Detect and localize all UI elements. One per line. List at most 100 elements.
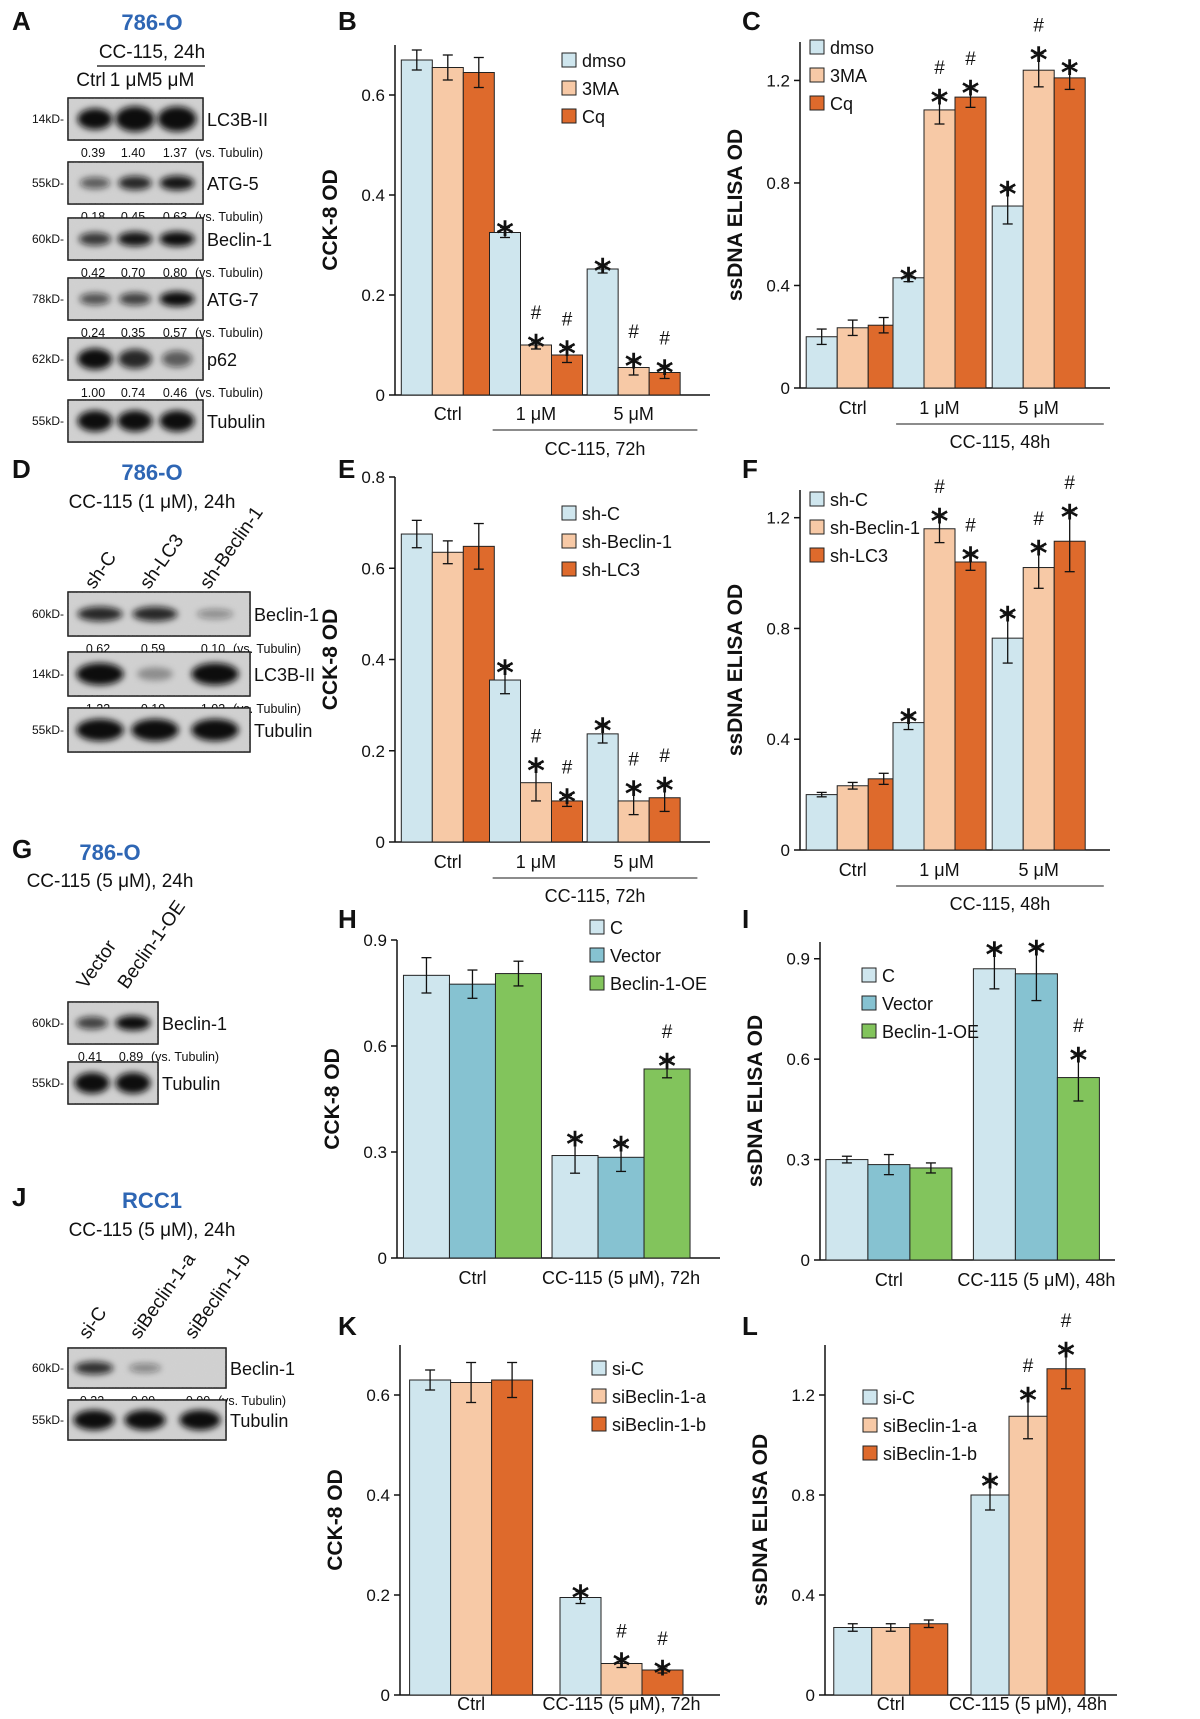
- lane-label: Vector: [73, 936, 121, 993]
- bar: [520, 344, 552, 396]
- y-axis-label: CCK-8 OD: [319, 609, 342, 711]
- significance-star: *: [1061, 53, 1079, 93]
- x-category-label: Ctrl: [839, 398, 867, 418]
- protein-band: [179, 1409, 221, 1431]
- significance-star: *: [900, 703, 918, 743]
- significance-star: *: [658, 1047, 676, 1087]
- significance-hash: #: [562, 310, 573, 331]
- y-axis-label: ssDNA ELISA OD: [749, 1434, 772, 1606]
- legend-swatch: [561, 533, 577, 549]
- panel-letter: H: [338, 904, 357, 934]
- bar: [520, 782, 552, 843]
- bar: [1008, 1415, 1048, 1696]
- lane-label: si-C: [75, 1303, 112, 1343]
- bar: [892, 277, 925, 389]
- cell-line-title: RCC1: [122, 1188, 182, 1213]
- significance-star: *: [625, 347, 643, 387]
- y-tick-label: 0.6: [786, 1050, 810, 1069]
- molecular-weight-marker: 55kD-: [32, 1413, 64, 1427]
- protein-band: [159, 410, 195, 432]
- legend-swatch: [809, 519, 825, 535]
- legend-swatch: [591, 1388, 607, 1404]
- protein-band: [157, 106, 197, 132]
- y-tick-label: 0: [801, 1251, 810, 1270]
- cell-line-title: 786-O: [121, 10, 182, 35]
- bar: [643, 1068, 691, 1259]
- y-tick-label: 0.8: [361, 468, 385, 487]
- protein-band: [74, 1361, 114, 1375]
- y-axis-label: CCK-8 OD: [321, 1048, 344, 1150]
- legend-swatch: [809, 95, 825, 111]
- significance-star: *: [962, 541, 980, 581]
- legend-swatch: [861, 1023, 877, 1039]
- y-tick-label: 0.8: [791, 1486, 815, 1505]
- significance-star: *: [656, 771, 674, 811]
- significance-star: *: [527, 328, 545, 368]
- legend-swatch: [561, 80, 577, 96]
- protein-band: [115, 106, 155, 132]
- bar: [923, 109, 956, 389]
- legend-label: 3MA: [582, 79, 619, 99]
- bar: [867, 1164, 911, 1261]
- quantification-reference: (vs. Tubulin): [195, 210, 263, 224]
- significance-star: *: [558, 335, 576, 375]
- y-tick-label: 0.2: [366, 1586, 390, 1605]
- legend-label: siBeclin-1-a: [883, 1416, 978, 1436]
- significance-star: *: [1028, 934, 1046, 974]
- bar: [1022, 69, 1055, 389]
- quantification-value: 0.41: [78, 1050, 102, 1064]
- bar: [805, 336, 838, 389]
- x-category-label: 5 μM: [613, 852, 653, 872]
- x-category-label: Ctrl: [839, 860, 867, 880]
- bar: [491, 1379, 534, 1696]
- protein-band: [132, 606, 178, 622]
- significance-hash: #: [934, 58, 945, 79]
- panel-letter: E: [338, 454, 355, 484]
- bar: [1014, 973, 1058, 1261]
- bar-chart-l: L 0 0.4 0.8 1.2 ssDNA ELISA OD Ctrl * * # * # CC-115…: [742, 1311, 1117, 1714]
- significance-hash: #: [1064, 473, 1075, 494]
- protein-band: [161, 350, 193, 368]
- molecular-weight-marker: 60kD-: [32, 232, 64, 246]
- significance-hash: #: [628, 322, 639, 343]
- legend-label: sh-Beclin-1: [830, 518, 920, 538]
- legend-label: siBeclin-1-b: [883, 1444, 977, 1464]
- quantification-reference: (vs. Tubulin): [195, 146, 263, 160]
- legend-label: si-C: [883, 1388, 915, 1408]
- legend-swatch: [589, 975, 605, 991]
- molecular-weight-marker: 60kD-: [32, 1016, 64, 1030]
- quantification-value: 1.37: [163, 146, 187, 160]
- significance-star: *: [931, 502, 949, 542]
- protein-band: [118, 176, 152, 190]
- y-tick-label: 0: [376, 833, 385, 852]
- bar-chart-b: B 0 0.2 0.4 0.6 CCK-8 OD Ctrl * * # * #1 μM * * # * #5 μ…: [319, 6, 710, 459]
- protein-label: Beclin-1: [254, 605, 319, 625]
- protein-label: Tubulin: [230, 1411, 288, 1431]
- legend-label: Cq: [582, 107, 605, 127]
- blot-row: 60kD- Beclin-10.62 0.59 0.10 (vs. Tubulin): [32, 591, 319, 656]
- y-tick-label: 0: [376, 386, 385, 405]
- bar: [871, 1627, 911, 1696]
- y-tick-label: 0.2: [361, 742, 385, 761]
- lane-label: Beclin-1-OE: [114, 897, 190, 993]
- significance-star: *: [527, 751, 545, 791]
- legend-label: siBeclin-1-a: [612, 1387, 707, 1407]
- group-label: CC-115, 48h: [950, 432, 1051, 452]
- bar: [1056, 1077, 1100, 1261]
- quantification-value: 0.80: [163, 266, 187, 280]
- legend-swatch: [561, 52, 577, 68]
- lane-label: 5 μM: [152, 70, 195, 91]
- quantification-value: 0.39: [81, 146, 105, 160]
- significance-hash: #: [934, 477, 945, 498]
- y-axis-label: ssDNA ELISA OD: [724, 129, 747, 301]
- x-category-label: CC-115 (5 μM), 72h: [542, 1694, 700, 1714]
- y-tick-label: 1.2: [766, 509, 790, 528]
- bar: [586, 268, 619, 396]
- blot-row: 55kD- Tubulin: [32, 399, 265, 443]
- protein-band: [115, 1015, 151, 1031]
- y-tick-label: 0.4: [366, 1486, 390, 1505]
- legend-swatch: [809, 491, 825, 507]
- quantification-value: 0.89: [119, 1050, 143, 1064]
- y-tick-label: 0.9: [363, 931, 387, 950]
- quantification-value: 0.24: [81, 326, 105, 340]
